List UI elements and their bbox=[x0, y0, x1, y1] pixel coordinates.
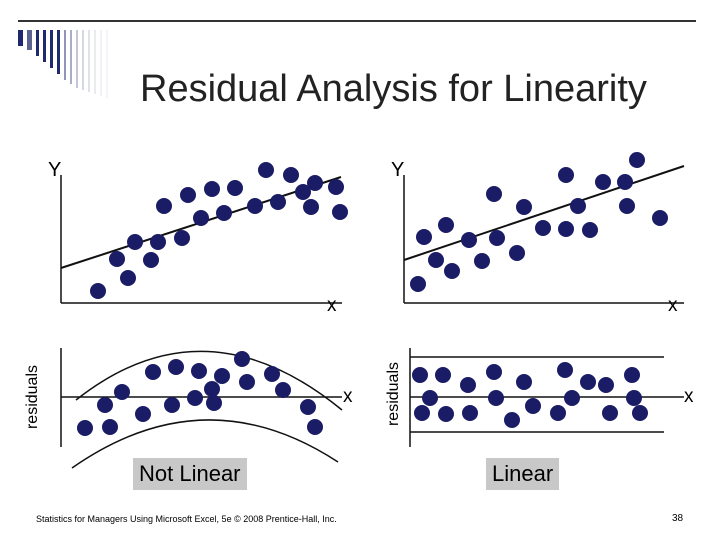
lower-envelope bbox=[71, 419, 339, 469]
upper-envelope bbox=[75, 350, 343, 411]
y-axis-label-top-left: Y bbox=[48, 159, 62, 181]
x-axis-label-bottom-left: x bbox=[343, 386, 353, 407]
verdict-linear: Linear bbox=[486, 458, 560, 490]
x-axis-label-top-left: x bbox=[327, 295, 337, 316]
y-axis-label-top-right: Y bbox=[391, 159, 405, 181]
residual-points bbox=[77, 351, 323, 436]
panel-top-left bbox=[60, 162, 348, 304]
panel-top-right bbox=[403, 152, 685, 304]
page-number: 38 bbox=[672, 513, 684, 524]
residual-points bbox=[412, 362, 648, 428]
residuals-label-left: residuals bbox=[24, 364, 41, 430]
panel-bottom-right bbox=[409, 348, 684, 447]
fit-line bbox=[403, 165, 685, 261]
footer-citation: Statistics for Managers Using Microsoft … bbox=[36, 514, 337, 524]
x-axis-label-top-right: x bbox=[668, 295, 678, 316]
verdict-not-linear: Not Linear bbox=[133, 458, 247, 490]
x-axis-label-bottom-right: x bbox=[684, 386, 694, 407]
scatter-points bbox=[410, 152, 668, 292]
residuals-label-right: residuals bbox=[385, 361, 402, 427]
scatter-points bbox=[90, 162, 348, 299]
decorative-bars bbox=[18, 30, 108, 98]
slide-title: Residual Analysis for Linearity bbox=[140, 68, 647, 110]
panel-bottom-left bbox=[60, 348, 343, 469]
